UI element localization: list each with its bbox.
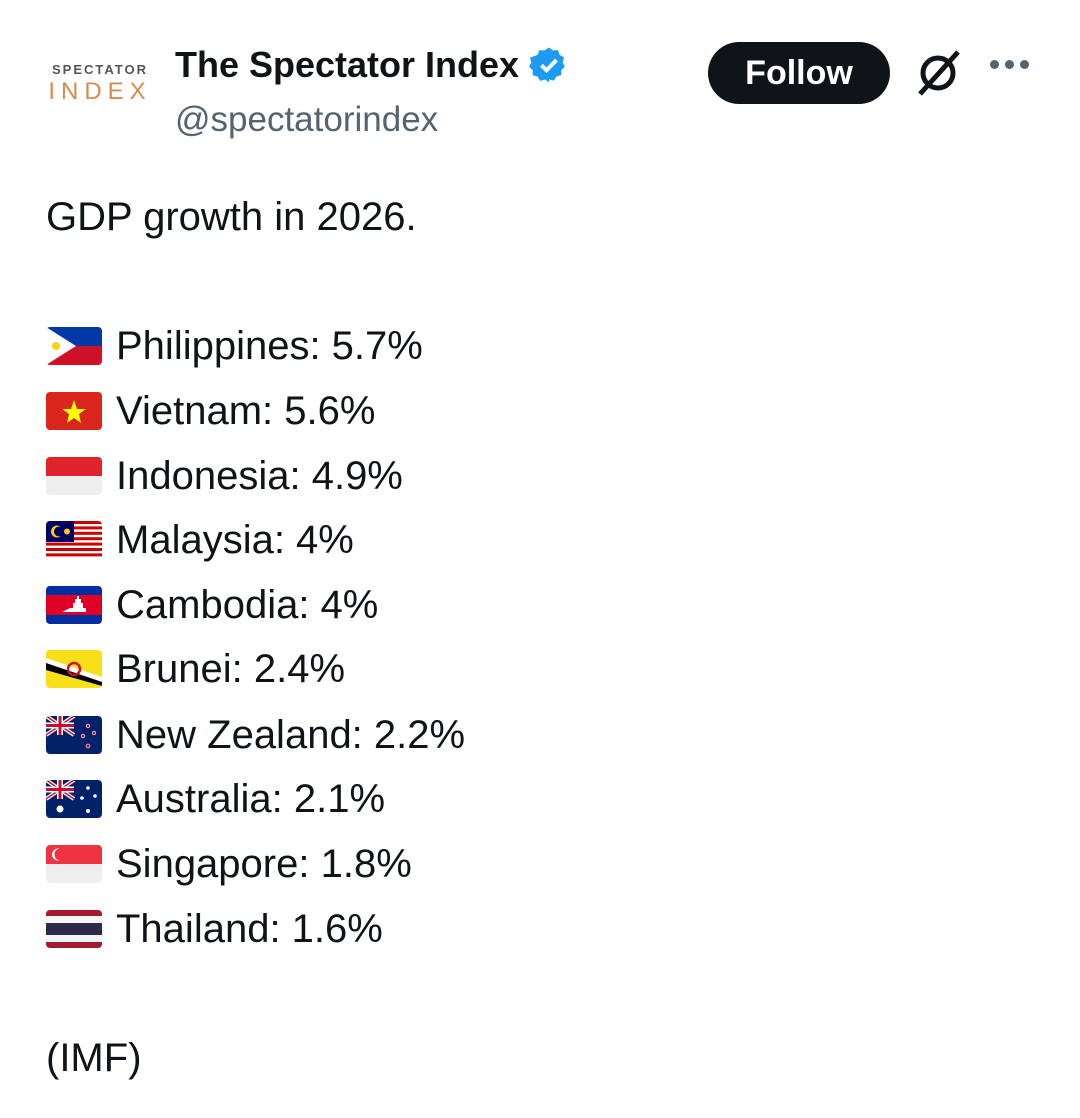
item-text: Vietnam: 5.6% — [116, 388, 376, 433]
author-name-text: The Spectator Index — [175, 44, 520, 85]
author-name[interactable]: The Spectator Index — [175, 44, 569, 86]
follow-button[interactable]: Follow — [708, 42, 890, 104]
brunei-flag-icon — [46, 650, 102, 688]
item-text: Thailand: 1.6% — [116, 906, 383, 951]
list-item: Malaysia: 4% — [46, 517, 354, 563]
philippines-flag-icon — [46, 327, 102, 365]
more-options-icon[interactable] — [990, 60, 1029, 69]
grok-icon[interactable] — [914, 48, 964, 98]
item-text: Australia: 2.1% — [116, 776, 386, 821]
list-item: Cambodia: 4% — [46, 582, 378, 628]
singapore-flag-icon — [46, 845, 102, 883]
item-text: Cambodia: 4% — [116, 582, 379, 627]
list-item: Vietnam: 5.6% — [46, 388, 375, 434]
list-item: Australia: 2.1% — [46, 776, 385, 822]
malaysia-flag-icon — [46, 521, 102, 559]
thailand-flag-icon — [46, 910, 102, 948]
list-item: Indonesia: 4.9% — [46, 453, 403, 499]
list-item: New Zealand: 2.2% — [46, 712, 465, 758]
list-item: Philippines: 5.7% — [46, 323, 423, 369]
author-handle[interactable]: @spectatorindex — [175, 100, 439, 139]
tweet-source: (IMF) — [46, 1036, 142, 1080]
item-text: New Zealand: 2.2% — [116, 712, 466, 757]
cambodia-flag-icon — [46, 586, 102, 624]
item-text: Indonesia: 4.9% — [116, 453, 403, 498]
new-zealand-flag-icon — [46, 716, 102, 754]
tweet-headline: GDP growth in 2026. — [46, 195, 417, 239]
verified-badge-icon — [529, 47, 565, 83]
list-item: Singapore: 1.8% — [46, 841, 412, 887]
vietnam-flag-icon — [46, 392, 102, 430]
australia-flag-icon — [46, 780, 102, 818]
indonesia-flag-icon — [46, 457, 102, 495]
item-text: Singapore: 1.8% — [116, 841, 412, 886]
logo-top: SPECTATOR — [51, 62, 148, 77]
item-text: Brunei: 2.4% — [116, 646, 346, 691]
logo-bottom: INDEX — [48, 78, 152, 105]
list-item: Thailand: 1.6% — [46, 906, 383, 952]
author-avatar[interactable]: SPECTATOR INDEX — [40, 62, 160, 106]
item-text: Philippines: 5.7% — [116, 323, 423, 368]
item-text: Malaysia: 4% — [116, 517, 354, 562]
list-item: Brunei: 2.4% — [46, 646, 345, 692]
